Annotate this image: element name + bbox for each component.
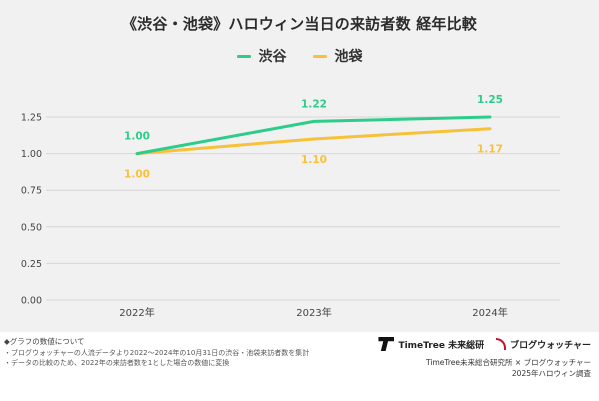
timetree-logo-text: TimeTree 未来総研 (398, 340, 485, 351)
timetree-logo: TimeTree 未来総研 (378, 337, 484, 351)
data-label-shibuya: 1.00 (124, 131, 150, 143)
chart-title: 《渋谷・池袋》ハロウィン当日の来訪者数 経年比較 (121, 15, 478, 33)
data-label-ikebukuro: 1.17 (477, 144, 503, 156)
data-label-shibuya: 1.25 (477, 94, 503, 106)
x-tick-label: 2022年 (119, 306, 154, 319)
data-label-ikebukuro: 1.10 (301, 154, 327, 166)
brand-block: TimeTree 未来総研 ブログウォッチャー TimeTree未来総合研究所 … (361, 337, 591, 379)
y-tick-label: 0.00 (21, 296, 42, 307)
series-line-shibuya (135, 115, 492, 156)
credit-line-2: 2025年ハロウィン調査 (511, 369, 591, 378)
y-tick-label: 0.75 (21, 186, 42, 197)
credit-line-1: TimeTree未来総合研究所 × ブログウォッチャー (426, 358, 591, 367)
blogwatcher-logo: ブログウォッチャー (496, 338, 591, 351)
legend-item-ikebukuro: 池袋 (312, 46, 363, 66)
x-tick-label: 2023年 (296, 306, 331, 319)
x-tick-label: 2024年 (472, 306, 507, 319)
credit: TimeTree未来総合研究所 × ブログウォッチャー 2025年ハロウィン調査 (361, 357, 591, 379)
notes: ◆グラフの数値について ・ブログウォッチャーの人流データより2022〜2024年… (4, 337, 374, 369)
note-line: ・ブログウォッチャーの人流データより2022〜2024年の10月31日の渋谷・池… (4, 348, 310, 357)
y-tick-label: 0.50 (21, 222, 42, 233)
chart-panel (0, 0, 599, 332)
y-tick-label: 0.25 (21, 259, 42, 270)
series-line-ikebukuro (135, 127, 492, 156)
blogwatcher-mark-icon (496, 338, 507, 350)
y-tick-label: 1.25 (21, 113, 42, 124)
legend-item-shibuya: 渋谷 (236, 46, 287, 66)
y-tick-label: 1.00 (21, 149, 42, 160)
blogwatcher-logo-text: ブログウォッチャー (510, 340, 591, 351)
legend-label-ikebukuro: 池袋 (334, 49, 363, 65)
notes-heading: ◆グラフの数値について (4, 337, 85, 346)
legend-label-shibuya: 渋谷 (258, 49, 287, 65)
brand-logos: TimeTree 未来総研 ブログウォッチャー (361, 337, 591, 351)
legend-swatch-ikebukuro (312, 54, 327, 58)
line-chart: 0.00 0.25 0.50 0.75 1.00 1.25 2022年 2023年 2024年 1… (21, 94, 560, 319)
note-line: ・データの比較のため、2022年の来訪者数を1とした場合の数値に変換 (4, 359, 230, 367)
timetree-mark-icon (378, 337, 395, 351)
legend-swatch-shibuya (236, 54, 251, 58)
chart-legend: 渋谷 池袋 (0, 46, 599, 66)
data-label-ikebukuro: 1.00 (124, 169, 150, 181)
data-label-shibuya: 1.22 (301, 98, 327, 110)
